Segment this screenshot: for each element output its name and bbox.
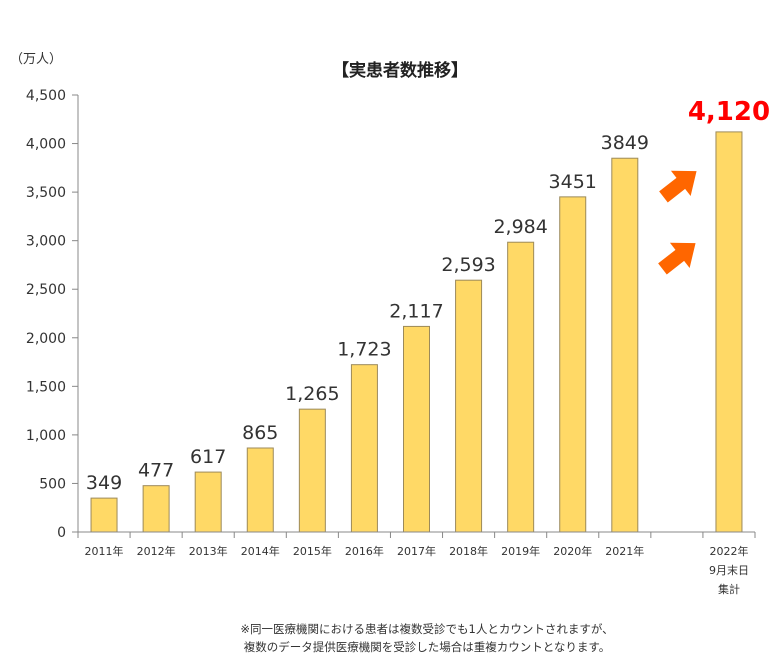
bar (246, 447, 274, 533)
bars (90, 131, 743, 533)
y-tick-label: 2,500 (26, 282, 66, 298)
data-label: 3849 (601, 132, 649, 154)
x-tick-label: 2019年 (501, 544, 540, 558)
y-unit-label: （万人） (10, 52, 62, 67)
x-tick-label: 9月末日 (709, 563, 749, 577)
bar (715, 131, 743, 533)
data-label: 1,265 (285, 383, 339, 405)
bar (298, 408, 326, 533)
bar (90, 497, 118, 533)
bar (507, 241, 535, 533)
bar (559, 196, 587, 533)
data-label: 1,723 (337, 339, 391, 361)
data-label: 2,593 (441, 254, 495, 276)
axes (77, 95, 755, 533)
data-labels: 349 477 617 865 1,265 1,723 2,117 2,593 2,984 345… (86, 97, 770, 494)
x-tick-label: 2012年 (137, 544, 176, 558)
x-tick-label: 2013年 (189, 544, 228, 558)
bar (350, 364, 378, 533)
x-tick-label: 2015年 (293, 544, 332, 558)
x-tick-label: 2014年 (241, 544, 280, 558)
y-tick-label: 0 (57, 525, 66, 541)
y-axis-ticks: 0 500 1,000 1,500 2,000 2,500 3,000 3,500 4,000 4… (26, 88, 78, 541)
x-tick-label: 2022年 (709, 544, 748, 558)
chart-title: 【実患者数推移】 (332, 60, 468, 81)
up-arrow-icon (658, 242, 696, 275)
bar (611, 157, 639, 533)
data-label: 2,117 (389, 300, 443, 322)
y-tick-label: 1,500 (26, 379, 66, 395)
footnote: ※同一医療機関における患者は複数受診でも1人とカウントされますが、複数のデータ提… (240, 622, 613, 654)
x-tick-label: 2018年 (449, 544, 488, 558)
y-tick-label: 4,500 (26, 88, 66, 104)
y-tick-label: 500 (39, 476, 66, 492)
data-label: 477 (138, 460, 174, 482)
data-label: 3451 (549, 171, 597, 193)
bar (142, 485, 170, 533)
y-tick-label: 3,000 (26, 234, 66, 250)
footnote-line: 複数のデータ提供医療機関を受診した場合は重複カウントとなります。 (244, 640, 611, 654)
bar (403, 325, 430, 533)
y-tick-label: 4,000 (26, 137, 66, 153)
growth-arrows (658, 170, 697, 275)
data-label: 2,984 (493, 216, 547, 238)
x-tick-label: 2016年 (345, 544, 384, 558)
data-label: 617 (190, 446, 226, 468)
data-label: 4,120 (688, 97, 770, 127)
x-tick-label: 集計 (718, 582, 740, 596)
x-axis-ticks: 2011年 2012年 2013年 2014年 2015年 2016年 2017年 2018年… (77, 532, 756, 596)
bar (455, 279, 483, 533)
x-tick-label: 2017年 (397, 544, 436, 558)
footnote-line: ※同一医療機関における患者は複数受診でも1人とカウントされますが、 (240, 622, 613, 636)
x-tick-label: 2020年 (553, 544, 592, 558)
x-tick-label: 2011年 (85, 544, 124, 558)
y-tick-label: 2,000 (26, 331, 66, 347)
up-arrow-icon (659, 170, 697, 203)
bar (194, 471, 222, 533)
y-tick-label: 1,000 (26, 428, 66, 444)
data-label: 865 (242, 422, 278, 444)
y-tick-label: 3,500 (26, 185, 66, 201)
data-label: 349 (86, 472, 122, 494)
x-tick-label: 2021年 (605, 544, 644, 558)
